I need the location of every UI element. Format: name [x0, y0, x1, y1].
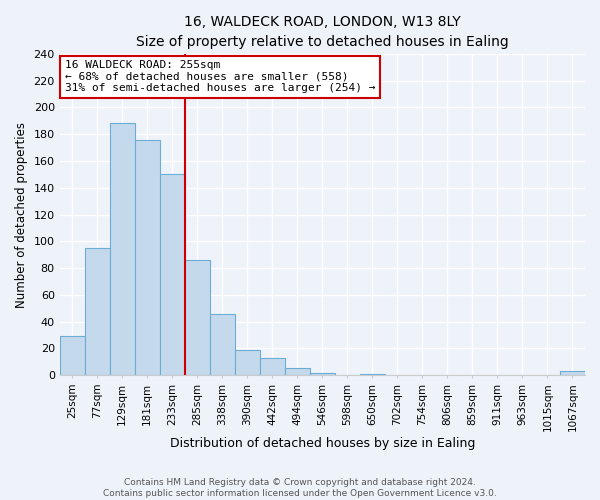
Text: 16 WALDECK ROAD: 255sqm
← 68% of detached houses are smaller (558)
31% of semi-d: 16 WALDECK ROAD: 255sqm ← 68% of detache…	[65, 60, 376, 94]
X-axis label: Distribution of detached houses by size in Ealing: Distribution of detached houses by size …	[170, 437, 475, 450]
Bar	[285, 368, 310, 375]
Bar	[59, 336, 85, 375]
Bar	[160, 174, 185, 375]
Y-axis label: Number of detached properties: Number of detached properties	[15, 122, 28, 308]
Bar	[110, 124, 135, 375]
Bar	[135, 140, 160, 375]
Bar	[560, 371, 585, 375]
Bar	[260, 358, 285, 375]
Bar	[360, 374, 385, 375]
Bar	[185, 260, 210, 375]
Bar	[85, 248, 110, 375]
Bar	[235, 350, 260, 375]
Text: Contains HM Land Registry data © Crown copyright and database right 2024.
Contai: Contains HM Land Registry data © Crown c…	[103, 478, 497, 498]
Bar	[210, 314, 235, 375]
Title: 16, WALDECK ROAD, LONDON, W13 8LY
Size of property relative to detached houses i: 16, WALDECK ROAD, LONDON, W13 8LY Size o…	[136, 15, 509, 48]
Bar	[310, 372, 335, 375]
